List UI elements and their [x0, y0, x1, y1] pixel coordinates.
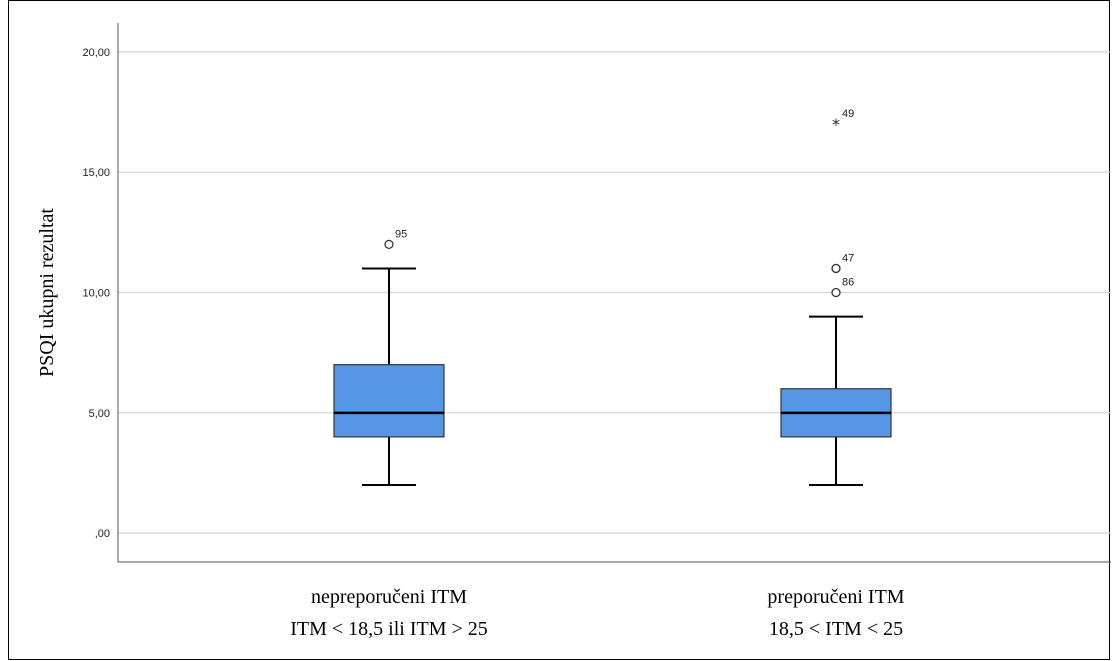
x-category-label: preporučeni ITM [767, 586, 904, 608]
y-tick-label: 20,00 [82, 47, 110, 59]
gridlines [118, 51, 1111, 534]
category-labels: nepreporučeni ITM ITM < 18,5 ili ITM > 25… [290, 586, 905, 640]
boxes: 95 *49 47 86 [333, 108, 892, 486]
outlier-label: 49 [842, 108, 854, 120]
chart-frame: ,00 5,00 10,00 15,00 20,00 PSQI ukupni rezul… [8, 0, 1111, 660]
outlier-label: 86 [842, 277, 854, 289]
outlier-label: 47 [842, 252, 854, 264]
outlier-marker [831, 263, 841, 274]
extreme-outlier-marker: * [832, 115, 840, 134]
x-category-label: 18,5 < ITM < 25 [769, 618, 903, 640]
y-tick-labels: ,00 5,00 10,00 15,00 20,00 [82, 47, 110, 540]
box-plot-chart: ,00 5,00 10,00 15,00 20,00 PSQI ukupni rezul… [36, 23, 1111, 640]
y-axis-title: PSQI ukupni rezultat [36, 208, 58, 377]
x-category-label: ITM < 18,5 ili ITM > 25 [290, 618, 488, 640]
y-tick-label: 15,00 [82, 167, 110, 179]
box-iqr [333, 364, 445, 438]
outlier-marker [831, 287, 841, 298]
outlier-marker [384, 239, 394, 250]
axes [117, 23, 1111, 563]
y-tick-label: 10,00 [82, 288, 110, 300]
x-category-label: nepreporučeni ITM [311, 586, 467, 608]
outlier-label: 95 [395, 228, 407, 240]
box-group: *49 47 86 [780, 108, 892, 486]
y-tick-label: 5,00 [89, 408, 110, 420]
box-group: 95 [333, 228, 445, 486]
y-tick-label: ,00 [95, 528, 110, 540]
